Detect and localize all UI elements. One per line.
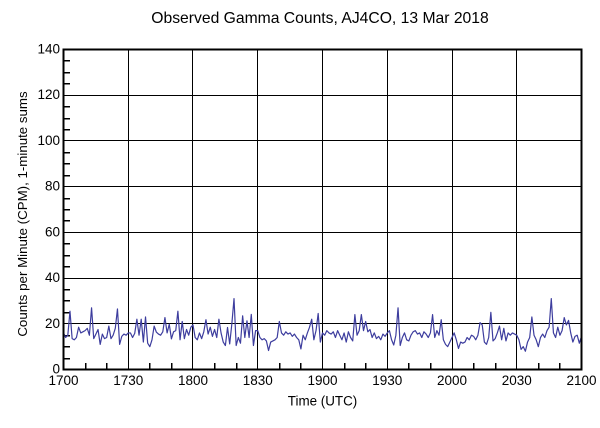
svg-text:120: 120 <box>37 87 60 102</box>
svg-text:140: 140 <box>37 42 60 57</box>
svg-text:2000: 2000 <box>437 373 467 388</box>
svg-text:1800: 1800 <box>178 373 208 388</box>
svg-text:0: 0 <box>52 362 60 377</box>
svg-text:Observed Gamma Counts, AJ4CO,: Observed Gamma Counts, AJ4CO, 13 Mar 201… <box>151 10 489 27</box>
svg-text:1930: 1930 <box>372 373 402 388</box>
svg-text:40: 40 <box>45 270 60 285</box>
svg-text:20: 20 <box>45 316 60 331</box>
svg-text:1730: 1730 <box>113 373 143 388</box>
svg-text:60: 60 <box>45 224 60 239</box>
svg-text:2030: 2030 <box>502 373 532 388</box>
svg-text:100: 100 <box>37 133 60 148</box>
svg-text:1830: 1830 <box>243 373 273 388</box>
svg-text:1900: 1900 <box>307 373 337 388</box>
svg-text:1700: 1700 <box>48 373 78 388</box>
svg-text:2100: 2100 <box>566 373 596 388</box>
svg-text:80: 80 <box>45 179 60 194</box>
svg-text:Counts per Minute (CPM), 1-min: Counts per Minute (CPM), 1-minute sums <box>15 91 30 337</box>
svg-text:Time (UTC): Time (UTC) <box>288 394 357 409</box>
